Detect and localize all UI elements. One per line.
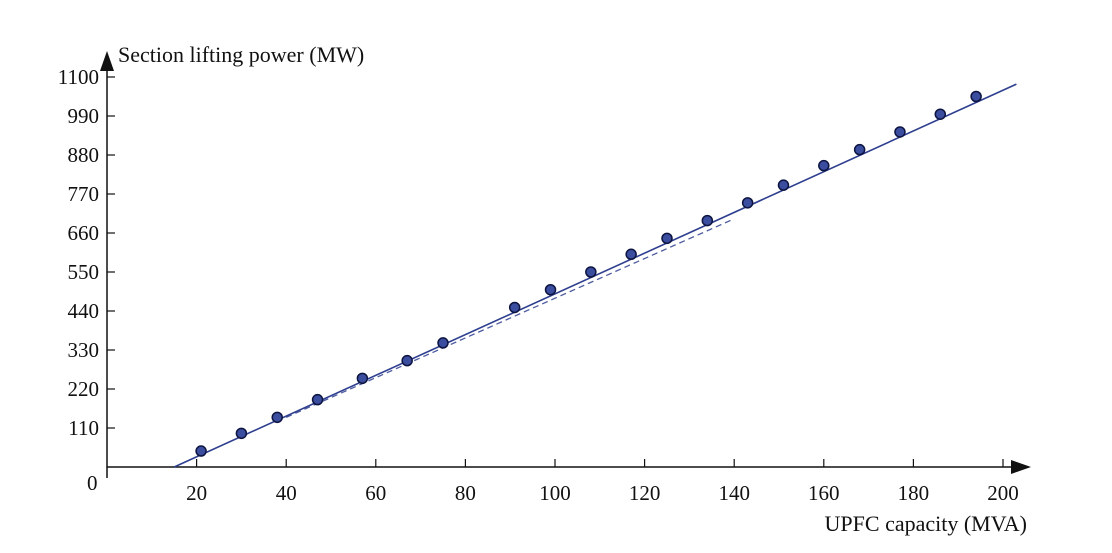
data-point: [401, 354, 413, 367]
data-point: [356, 372, 369, 385]
y-tick-label: 770: [68, 182, 100, 206]
y-tick-label: 550: [68, 260, 100, 284]
y-axis-title: Section lifting power (MW): [118, 42, 364, 67]
fit-line-dashed: [285, 218, 735, 418]
data-point: [741, 197, 754, 209]
data-point: [777, 179, 790, 191]
data-point: [271, 411, 283, 424]
y-tick-label: 660: [68, 221, 100, 245]
x-tick-label: 120: [629, 481, 661, 505]
x-tick-label: 100: [539, 481, 571, 505]
x-tick-label: 180: [898, 481, 930, 505]
y-tick-label: 1100: [58, 65, 99, 89]
data-point: [195, 445, 207, 457]
data-point: [934, 108, 947, 120]
axes: [100, 51, 1031, 478]
x-tick-label: 40: [276, 481, 297, 505]
data-point: [311, 393, 324, 406]
data-point: [544, 283, 557, 296]
y-tick-label: 220: [68, 377, 100, 401]
data-point: [437, 337, 449, 349]
x-tick-label: 140: [718, 481, 750, 505]
y-tick-label: 440: [68, 299, 100, 323]
x-axis-title: UPFC capacity (MVA): [825, 511, 1027, 536]
y-tick-label: 110: [68, 416, 99, 440]
data-points: [195, 90, 982, 457]
data-point: [894, 126, 906, 138]
x-tick-label: 60: [365, 481, 386, 505]
data-point: [970, 90, 982, 103]
data-point: [235, 427, 248, 440]
x-tick-label: 160: [808, 481, 840, 505]
x-tick-label: 20: [186, 481, 207, 505]
y-tick-label: 990: [68, 104, 100, 128]
y-axis-ticks: 110 220 330 440 550 660 770 880 990 1100: [58, 65, 115, 440]
data-point: [508, 301, 521, 314]
data-point: [585, 266, 597, 278]
data-point: [818, 159, 830, 172]
x-tick-label: 80: [455, 481, 476, 505]
data-point: [661, 232, 673, 245]
y-tick-label: 880: [68, 143, 100, 167]
x-axis-ticks: 20 40 60 80 100 120 140 160 180 200: [186, 459, 1019, 505]
x-tick-label: 200: [987, 481, 1019, 505]
data-point: [853, 143, 866, 156]
data-point: [625, 248, 637, 261]
origin-label: 0: [87, 471, 98, 495]
y-tick-label: 330: [68, 338, 100, 362]
data-point: [701, 214, 714, 227]
